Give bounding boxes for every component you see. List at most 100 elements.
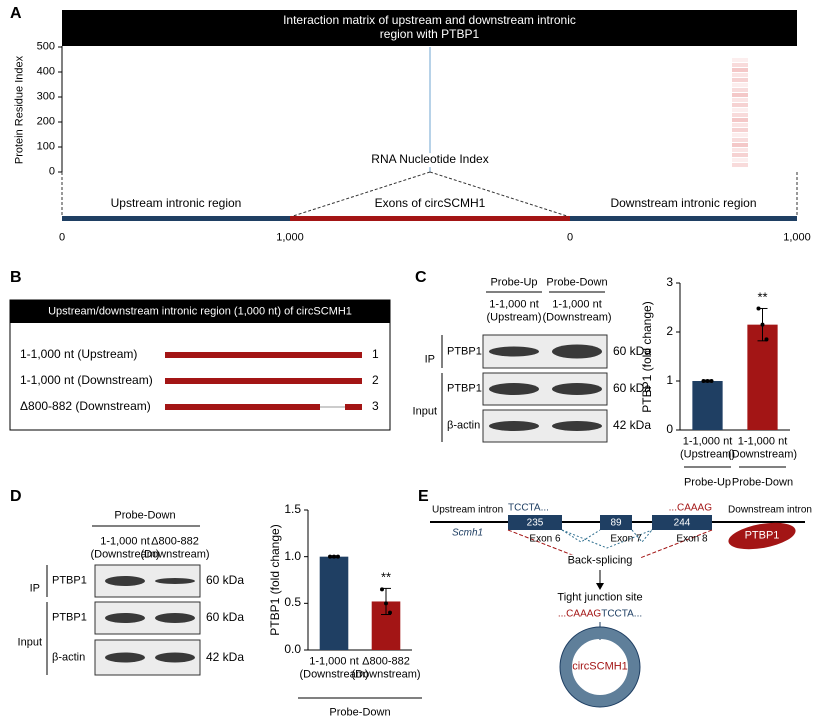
region-label: Downstream intronic region (610, 196, 757, 211)
panel-b-header (10, 300, 390, 323)
heat-cell (732, 83, 748, 87)
probe-header: Probe-Down (114, 509, 176, 522)
splice-line (631, 529, 653, 543)
data-point (709, 379, 714, 383)
exon-length: 89 (610, 517, 622, 529)
y-tick-label: 0 (48, 165, 55, 178)
blot-group: IP (424, 353, 435, 366)
significance: ** (757, 290, 768, 305)
junction-sequence: ...CAAAGTCCTA... (558, 609, 642, 620)
intron-label: Downstream intron (728, 504, 812, 516)
exon-label: Exon 7 (610, 533, 642, 545)
heat-cell (732, 88, 748, 92)
blot-row-label: PTBP1 (447, 382, 482, 395)
title-band (62, 10, 797, 46)
lane-label: 1-1,000 nt (Downstream) (90, 535, 160, 560)
region-bar (570, 216, 797, 221)
intron-label: Upstream intron (432, 504, 504, 516)
data-point (332, 554, 336, 559)
blot-band (105, 613, 145, 623)
heat-cell (732, 63, 748, 67)
x-tick-label: Δ800-882 (Downstream) (351, 655, 421, 680)
construct-bar (165, 378, 362, 384)
construct-number: 2 (372, 373, 379, 388)
data-point (328, 554, 332, 559)
x-tick-label: 1-1,000 nt (Downstream) (299, 655, 369, 680)
blot-row-label: β-actin (447, 419, 481, 432)
panel-letter: B (10, 268, 22, 286)
blot-band (552, 421, 602, 431)
region-bar (290, 216, 570, 221)
sequence: ...CAAAG (557, 608, 602, 620)
exon-label: Exon 8 (676, 533, 708, 545)
panel-letter: D (10, 487, 22, 505)
blot-band (155, 613, 195, 623)
heat-cell (732, 128, 748, 132)
blot-group: Input (412, 405, 437, 418)
significance: ** (380, 569, 392, 585)
construct-label: 1-1,000 nt (Downstream) (20, 373, 153, 388)
region-bar (62, 216, 290, 221)
splice-line (561, 529, 653, 549)
sequence: TCCTA... (601, 608, 643, 620)
y-tick-label: 1 (666, 373, 673, 388)
heat-cell (732, 153, 748, 157)
y-tick-label: 0 (666, 422, 673, 437)
blot-band (489, 421, 539, 431)
blot-size: 60 kDa (613, 343, 652, 358)
heat-cell (732, 73, 748, 77)
exon-length: 244 (673, 517, 691, 529)
heat-cell (732, 118, 748, 122)
blot-group: Input (17, 636, 42, 649)
heat-cell (732, 58, 748, 62)
region-label: Upstream intronic region (110, 196, 242, 211)
construct-bar (165, 404, 320, 410)
y-tick-label: 200 (36, 115, 55, 128)
construct-bar (345, 404, 362, 410)
splice-line (561, 529, 601, 543)
chart-title: Interaction matrix of upstream and downs… (283, 13, 576, 41)
data-point (380, 587, 384, 592)
blot-band (155, 578, 195, 584)
panel-letter: A (10, 4, 22, 22)
x-tick-label: 1-1,000 nt (Upstream) (679, 435, 736, 460)
blot-band (552, 383, 602, 395)
blot-size: 60 kDa (613, 381, 652, 396)
heat-cell (732, 123, 748, 127)
heat-cell (732, 98, 748, 102)
junction-label: Tight junction site (557, 591, 643, 604)
y-axis-label: Protein Residue Index (13, 55, 26, 164)
data-point (384, 601, 388, 606)
y-tick-label: 3 (666, 275, 673, 290)
panel-letter: C (415, 268, 427, 286)
group-label: Probe-Down (329, 706, 391, 719)
heat-cell (732, 158, 748, 162)
exon (508, 515, 562, 530)
x-tick-label: 0 (58, 231, 66, 244)
y-tick-label: 1.0 (284, 548, 301, 563)
x-tick-label: 1-1,000 nt (Downstream) (727, 435, 798, 460)
panel-letter: E (418, 487, 429, 505)
lane-label: Δ800-882 (Downstream) (140, 535, 210, 560)
step-label: Back-splicing (565, 554, 635, 568)
lane-label: 1-1,000 nt (Downstream) (542, 298, 612, 323)
blot-band (489, 383, 539, 395)
y-tick-label: 400 (36, 65, 55, 78)
heat-cell (732, 68, 748, 72)
data-point (336, 554, 340, 559)
zoom-line (429, 171, 571, 218)
junction-dash (507, 529, 581, 559)
sequence: ...CAAAG (668, 502, 712, 514)
heat-cell (732, 113, 748, 117)
data-point (701, 379, 706, 383)
y-tick-label: 300 (36, 90, 55, 103)
construct-label: 1-1,000 nt (Upstream) (20, 347, 138, 362)
x-tick-label: 0 (566, 231, 574, 244)
blot-band (105, 652, 145, 663)
bar (692, 381, 723, 430)
junction-dash (639, 529, 713, 559)
construct-label: Δ800-882 (Downstream) (20, 399, 151, 414)
blot-band (155, 652, 195, 663)
region-label: Exons of circSCMH1 (374, 196, 486, 211)
